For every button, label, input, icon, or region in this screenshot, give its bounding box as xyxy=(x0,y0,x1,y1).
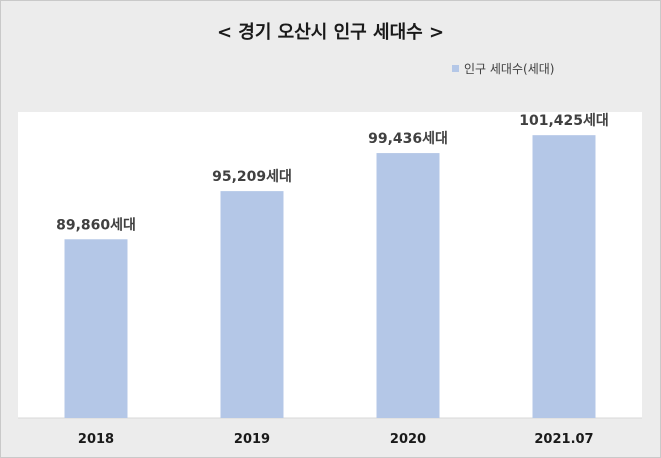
bar-2019 xyxy=(220,191,284,418)
chart-legend: 인구 세대수(세대) xyxy=(452,60,554,76)
bar-2018 xyxy=(64,239,128,418)
legend-label: 인구 세대수(세대) xyxy=(464,61,555,76)
x-tick-label: 2018 xyxy=(78,432,114,447)
x-tick-label: 2019 xyxy=(234,432,270,447)
chart-title: < 경기 오산시 인구 세대수 > xyxy=(216,22,445,43)
bar-2021.07 xyxy=(532,135,596,419)
data-label: 95,209세대 xyxy=(212,169,292,185)
legend-swatch xyxy=(452,64,459,72)
data-label: 99,436세대 xyxy=(368,131,448,147)
bar-2020 xyxy=(376,153,440,419)
x-tick-label: 2021.07 xyxy=(534,432,593,447)
data-label: 89,860세대 xyxy=(56,217,136,233)
data-label: 101,425세대 xyxy=(519,113,609,129)
x-tick-label: 2020 xyxy=(390,432,426,447)
